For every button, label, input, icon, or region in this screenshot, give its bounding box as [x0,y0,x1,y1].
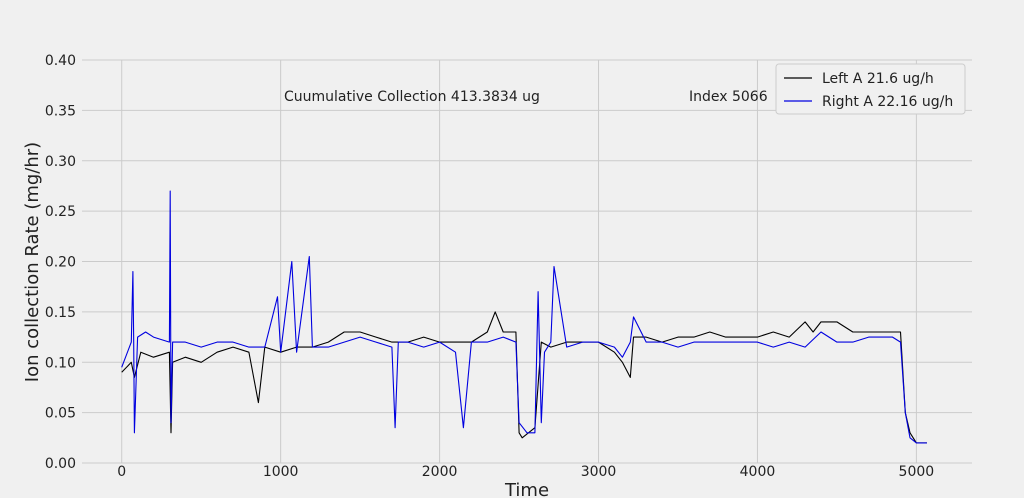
grid-lines [82,59,972,464]
legend: Left A 21.6 ug/h Right A 22.16 ug/h [775,63,966,115]
series-line-left-a [121,311,927,444]
y-tick-label: 0.35 [45,103,76,119]
y-axis-label: Ion collection Rate (mg/hr) [22,142,43,382]
index-annotation: Index 5066 [689,89,768,105]
y-tick-label: 0.40 [45,53,76,69]
x-tick-label: 0 [117,464,126,480]
x-tick-labels: 0 1000 2000 3000 4000 5000 [117,464,934,480]
y-tick-label: 0.30 [45,154,76,170]
x-tick-label: 2000 [422,464,458,480]
x-tick-label: 4000 [740,464,776,480]
legend-label-right-a: Right A 22.16 ug/h [822,94,953,110]
y-tick-label: 0.20 [45,255,76,271]
cumulative-collection-annotation: Cuumulative Collection 413.3834 ug [284,89,540,105]
x-axis-label: Time [504,480,549,498]
y-tick-label: 0.05 [45,406,76,422]
y-tick-labels: 0.00 0.05 0.10 0.15 0.20 0.25 0.30 0.35 0.40 [45,53,76,472]
x-tick-label: 3000 [581,464,617,480]
y-tick-label: 0.10 [45,355,76,371]
series-line-right-a [121,190,927,444]
y-tick-label: 0.15 [45,305,76,321]
legend-box [775,63,966,115]
legend-label-left-a: Left A 21.6 ug/h [822,71,934,87]
x-tick-label: 5000 [899,464,935,480]
y-tick-label: 0.25 [45,204,76,220]
y-tick-label: 0.00 [45,456,76,472]
x-tick-label: 1000 [263,464,299,480]
series-lines [121,190,927,444]
